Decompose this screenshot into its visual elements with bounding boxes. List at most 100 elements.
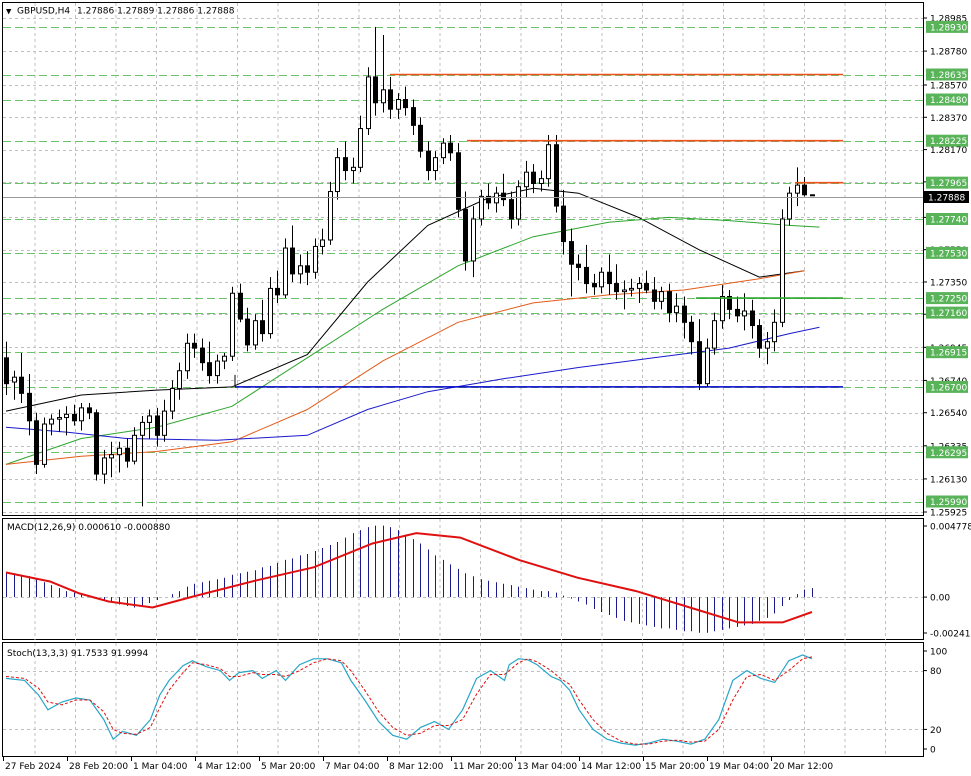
moving-average-line xyxy=(5,326,820,441)
candle-body xyxy=(117,447,122,456)
fib-level-tag xyxy=(926,346,968,359)
candle-body xyxy=(373,76,378,104)
macd-pane[interactable]: 0.004778 0.00 -0.002414 MACD(12,26,9) 0.00… xyxy=(2,518,971,641)
price-pane[interactable]: 1.28985 1.28780 1.28570 1.28370 1.28170 1.279… xyxy=(2,2,970,519)
candle-body xyxy=(343,157,348,172)
fib-level-tag xyxy=(926,495,968,508)
candle-body xyxy=(757,325,762,349)
candle-body xyxy=(554,144,559,207)
macd-signal-polyline xyxy=(5,532,813,624)
macd-signal-line xyxy=(5,532,813,624)
candlesticks xyxy=(4,26,815,507)
candle-body xyxy=(305,265,310,273)
candle-body xyxy=(275,287,280,296)
candle-body xyxy=(87,407,92,414)
price-tick-label: 1.28570 xyxy=(930,81,967,91)
candle-body xyxy=(463,208,468,262)
current-price-value: 1.27888 xyxy=(928,194,965,204)
candle-body xyxy=(411,107,416,126)
candle-body xyxy=(486,195,491,204)
candle-body xyxy=(200,347,205,364)
fib-level-tag xyxy=(926,68,968,81)
moving-average-line xyxy=(5,187,805,412)
candle-body xyxy=(12,376,17,383)
fib-level-tag-label: 1.27740 xyxy=(930,215,967,225)
candle-body xyxy=(772,321,777,343)
fib-level-tag-label: 1.28930 xyxy=(930,23,967,33)
time-tick-label: 19 Mar 04:00 xyxy=(709,762,769,772)
fib-level-tag-label: 1.27965 xyxy=(930,179,967,189)
candle-body xyxy=(177,370,182,389)
support-resistance-lines[interactable] xyxy=(234,73,843,388)
stoch-tick-label: 0 xyxy=(930,746,936,756)
candle-body xyxy=(403,99,408,109)
fib-level-tag-label: 1.26915 xyxy=(930,349,967,359)
candle-body xyxy=(185,342,190,372)
candle-body xyxy=(524,171,529,188)
candle-body xyxy=(705,347,710,385)
candle-body xyxy=(381,89,386,104)
candle-body xyxy=(697,341,702,385)
candle-body xyxy=(433,157,438,172)
candle-body xyxy=(4,357,9,385)
ohlc-values: 1.27886 1.27889 1.27886 1.27888 xyxy=(77,7,235,17)
stoch-main-line xyxy=(5,654,813,746)
candle-body xyxy=(19,376,24,394)
candle-body xyxy=(268,287,273,335)
price-tick-label: 1.26130 xyxy=(930,475,967,485)
candle-body xyxy=(426,150,431,172)
time-tick-label: 1 Mar 04:00 xyxy=(133,762,188,772)
candle-body xyxy=(320,239,325,247)
time-tick-label: 20 Mar 12:00 xyxy=(773,762,833,772)
time-tick-label: 14 Mar 12:00 xyxy=(581,762,641,772)
candle-body xyxy=(802,184,807,196)
candle-body xyxy=(253,320,258,346)
fib-level-tag xyxy=(926,212,968,225)
macd-tick-label: -0.002414 xyxy=(930,630,971,640)
price-tick-label: 1.28370 xyxy=(930,114,967,124)
candle-body xyxy=(682,305,687,323)
candle-body xyxy=(351,166,356,172)
candle-body xyxy=(162,410,167,436)
fib-level-tag-label: 1.27530 xyxy=(930,249,967,259)
candle-body xyxy=(358,128,363,168)
time-tick-label: 13 Mar 04:00 xyxy=(517,762,577,772)
macd-tick-label: 0.004778 xyxy=(930,523,971,533)
chart-header: ▼ GBPUSD,H4 1.27886 1.27889 1.27886 1.27… xyxy=(6,7,235,17)
fib-level-tag-label: 1.28225 xyxy=(930,137,967,147)
candle-body xyxy=(132,434,137,462)
candle-body xyxy=(561,205,566,243)
candle-body xyxy=(584,266,589,285)
candle-body xyxy=(592,283,597,288)
dropdown-arrow-icon[interactable]: ▼ xyxy=(6,8,12,16)
fib-level-tag-label: 1.28480 xyxy=(930,96,967,106)
fib-level-tag-label: 1.26700 xyxy=(930,383,967,393)
fib-level-tag-label: 1.25990 xyxy=(930,498,967,508)
candle-body xyxy=(509,199,514,220)
fib-level-tag xyxy=(926,134,968,147)
candle-body xyxy=(298,265,303,275)
fib-level-tag xyxy=(926,176,968,189)
candle-body xyxy=(313,245,318,273)
price-tick-label: 1.26540 xyxy=(930,409,967,419)
stoch-pane[interactable]: 100 80 20 0 Stoch(13,3,3) 91.7533 91.9994 xyxy=(2,642,948,757)
candle-body xyxy=(689,321,694,343)
candle-body xyxy=(222,355,227,362)
candle-body xyxy=(335,157,340,193)
candle-body xyxy=(94,412,99,475)
candle-body xyxy=(238,292,243,320)
price-pane-frame xyxy=(2,2,924,516)
candle-body xyxy=(516,186,521,220)
candle-body xyxy=(667,291,672,314)
time-tick-label: 15 Mar 20:00 xyxy=(645,762,705,772)
candle-body xyxy=(735,308,740,317)
fib-level-tag xyxy=(926,246,968,259)
fib-level-tag xyxy=(926,292,968,305)
candle-body xyxy=(539,178,544,184)
time-tick-label: 4 Mar 12:00 xyxy=(197,762,252,772)
candle-body xyxy=(712,320,717,349)
time-tick-label: 8 Mar 12:00 xyxy=(389,762,444,772)
time-tick-label: 11 Mar 20:00 xyxy=(453,762,513,772)
candle-body xyxy=(79,407,84,422)
